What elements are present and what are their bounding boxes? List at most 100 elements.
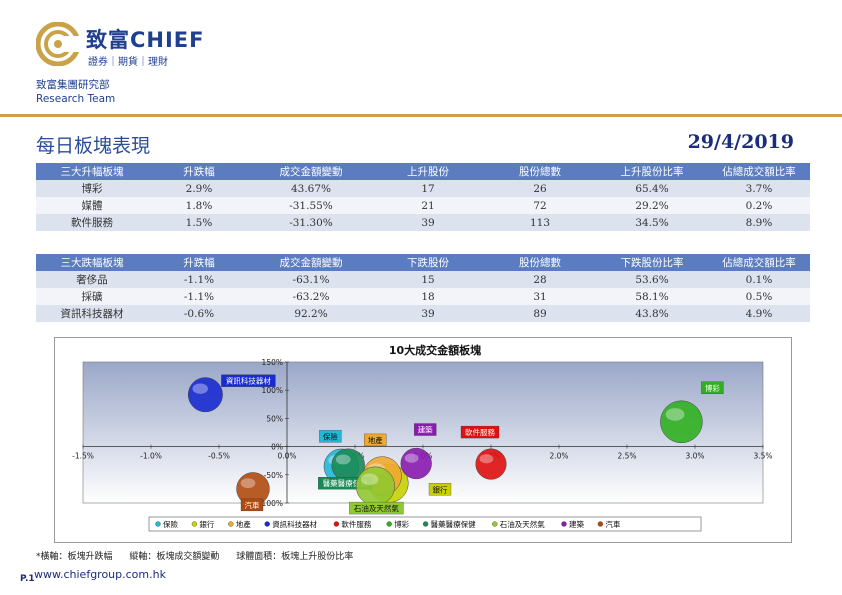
- chart-legend: 保險 銀行 地產 資訊科技器材 軟件服務 博彩 醫藥醫療保健 石油及天然氣 建築 汽車: [148, 516, 702, 532]
- bubble-chart: 10大成交金額板塊 -1.5%-1.0%-0.5%0.0%0.5%1.0%1.5…: [54, 337, 792, 543]
- page-title: 每日板塊表現: [36, 135, 151, 157]
- bubble-label-text: 博彩: [705, 383, 720, 393]
- bubble-label-text: 軟件服務: [465, 427, 495, 437]
- table-cell: 18: [372, 288, 484, 305]
- sector-name: 採礦: [36, 288, 148, 305]
- header-divider: [0, 114, 842, 117]
- legend-marker: [333, 521, 340, 527]
- table-cell: -1.1%: [148, 271, 250, 288]
- department-label: 致富集團研究部 Research Team: [36, 78, 115, 106]
- bubble: [355, 466, 395, 506]
- y-tick-label: 0%: [271, 443, 283, 452]
- table-cell: -63.1%: [250, 271, 372, 288]
- x-tick-label: 2.5%: [617, 452, 636, 461]
- table-cell: 8.9%: [708, 214, 810, 231]
- table-row: 採礦 -1.1% -63.2% 18 31 58.1% 0.5%: [36, 288, 810, 305]
- bubble-label: 地產: [364, 433, 387, 447]
- legend-marker: [264, 521, 270, 527]
- chart-title: 10大成交金額板塊: [389, 343, 481, 357]
- table-cell: 58.1%: [596, 288, 708, 305]
- bubble-highlight: [479, 454, 494, 464]
- table-cell: 113: [484, 214, 596, 231]
- table-cell: 31: [484, 288, 596, 305]
- table-header-row: 三大跌幅板塊 升跌幅 成交金額變動 下跌股份 股份總數 下跌股份比率 佔總成交額…: [36, 254, 810, 271]
- table-cell: 17: [372, 180, 484, 197]
- x-tick-label: -1.0%: [140, 452, 162, 461]
- bubble-label-text: 建築: [418, 425, 433, 435]
- y-tick-label: -100%: [259, 499, 283, 508]
- legend-item: 銀行: [191, 519, 215, 529]
- column-header: 下跌股份: [372, 254, 484, 271]
- table-header-row: 三大升幅板塊 升跌幅 成交金額變動 上升股份 股份總數 上升股份比率 佔總成交額…: [36, 163, 810, 180]
- bubble-circle: [187, 377, 223, 413]
- bubble-highlight: [192, 383, 208, 394]
- bubble-circle: [355, 466, 395, 506]
- table-cell: -0.6%: [148, 305, 250, 322]
- company-logo: 致富CHIEF 證券｜期貨｜理財: [36, 22, 236, 68]
- y-tick-label: 150%: [262, 358, 283, 367]
- table-cell: 39: [372, 214, 484, 231]
- bubble-label: 博彩: [701, 381, 724, 394]
- table-cell: 3.7%: [708, 180, 810, 197]
- table-cell: 65.4%: [596, 180, 708, 197]
- sector-name: 博彩: [36, 180, 148, 197]
- legend-item: 資訊科技器材: [264, 519, 318, 529]
- bubble: [660, 400, 703, 444]
- table-cell: 15: [372, 271, 484, 288]
- x-tick-label: 0.0%: [277, 452, 296, 461]
- y-tick-label: -50%: [264, 471, 283, 480]
- legend-label: 博彩: [394, 519, 409, 529]
- x-tick-label: 2.0%: [549, 452, 568, 461]
- table-cell: 4.9%: [708, 305, 810, 322]
- legend-marker: [228, 521, 234, 527]
- bubble-label: 銀行: [428, 483, 452, 496]
- sector-name: 軟件服務: [36, 214, 148, 231]
- bubble-circle: [475, 448, 507, 480]
- table-cell: -1.1%: [148, 288, 250, 305]
- column-header: 股份總數: [484, 163, 596, 180]
- bubble-circle: [660, 400, 703, 444]
- x-tick-label: -0.5%: [208, 452, 230, 461]
- legend-label: 醫藥醫療保健: [431, 519, 476, 529]
- bubble-highlight: [360, 473, 379, 486]
- bubble-highlight: [404, 453, 419, 463]
- bubble: [331, 448, 365, 482]
- table-row: 博彩 2.9% 43.67% 17 26 65.4% 3.7%: [36, 180, 810, 197]
- bubble-label-text: 汽車: [245, 500, 260, 510]
- table-cell: -63.2%: [250, 288, 372, 305]
- legend-label: 石油及天然氣: [500, 519, 545, 529]
- table-cell: 43.8%: [596, 305, 708, 322]
- table-cell: 21: [372, 197, 484, 214]
- bubble-label-text: 保險: [323, 431, 338, 441]
- bubble: [236, 472, 270, 506]
- bubble-label: 資訊科技器材: [221, 374, 276, 387]
- bubble-size-note: 球體面積：板塊上升股份比率: [236, 552, 354, 562]
- legend-label: 地產: [236, 519, 251, 529]
- sector-name: 奢侈品: [36, 271, 148, 288]
- x-axis-note: *橫軸：板塊升跌幅: [36, 552, 113, 562]
- legend-marker: [561, 521, 567, 527]
- legend-marker: [422, 521, 429, 527]
- x-tick-label: 3.0%: [685, 452, 704, 461]
- logo-subtitle: 證券｜期貨｜理財: [88, 57, 168, 68]
- bubble-label-box: [240, 498, 264, 512]
- column-header: 升跌幅: [148, 254, 250, 271]
- bubble-highlight: [665, 408, 685, 421]
- website-link[interactable]: www.chiefgroup.com.hk: [34, 568, 166, 581]
- column-header: 成交金額變動: [250, 163, 372, 180]
- legend-item: 醫藥醫療保健: [422, 519, 476, 529]
- bubble-label-box: [701, 381, 724, 394]
- legend-item: 軟件服務: [333, 519, 372, 529]
- legend-item: 博彩: [386, 519, 410, 529]
- bubble-label: 建築: [414, 423, 437, 436]
- column-header: 上升股份: [372, 163, 484, 180]
- legend-label: 軟件服務: [341, 519, 371, 529]
- y-axis-note: 縱軸：板塊成交額變動: [129, 552, 220, 562]
- table-cell: -31.30%: [250, 214, 372, 231]
- bubble-highlight: [240, 478, 256, 489]
- bubble-label-text: 資訊科技器材: [226, 376, 271, 386]
- table-cell: 89: [484, 305, 596, 322]
- column-header: 成交金額變動: [250, 254, 372, 271]
- bubble-label-box: [319, 430, 342, 443]
- bubble: [187, 377, 223, 413]
